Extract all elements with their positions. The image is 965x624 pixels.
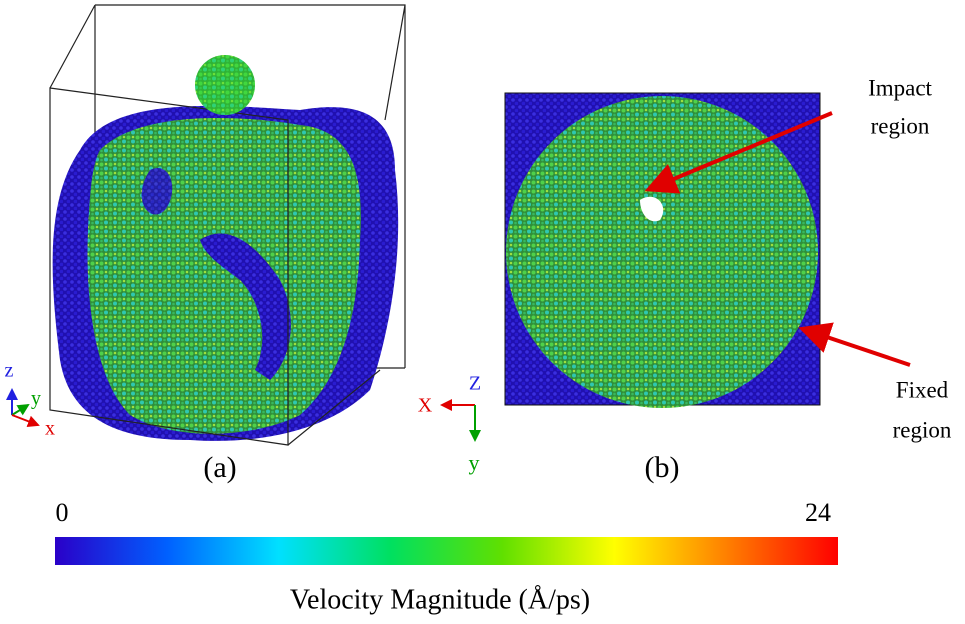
annotation: Impact xyxy=(868,75,932,100)
axis-label: y xyxy=(469,450,480,475)
axis-y xyxy=(11,403,30,416)
axis-label: X xyxy=(418,395,433,417)
blue-pore xyxy=(141,168,173,215)
arrow xyxy=(644,111,833,194)
panel-b: Impact region Fixed region Z X y (b) xyxy=(418,75,952,484)
pore xyxy=(640,196,664,222)
impact-region xyxy=(506,96,818,408)
annotation: region xyxy=(871,113,930,138)
projectile-shade xyxy=(195,55,255,115)
axis-label: y xyxy=(31,388,41,410)
annotation: region xyxy=(893,417,952,442)
colorbar-max: 24 xyxy=(805,498,831,527)
panel-label: (b) xyxy=(645,451,680,484)
blue-pore xyxy=(200,233,291,380)
axis-label: z xyxy=(5,360,14,382)
colorbar-min: 0 xyxy=(56,498,69,527)
axis-label: x xyxy=(45,418,55,440)
panel-label: (a) xyxy=(203,451,236,484)
colorbar: 0 24 Velocity Magnitude (Å/ps) xyxy=(55,498,838,615)
projectile xyxy=(195,55,255,115)
axis-x xyxy=(11,414,40,428)
annotation: Fixed xyxy=(896,377,949,402)
axis-label: Z xyxy=(469,373,481,395)
colorbar-label: Velocity Magnitude (Å/ps) xyxy=(290,584,590,615)
impact-particles xyxy=(87,117,361,434)
panel-a: z y x (a) xyxy=(5,4,406,484)
colorbar-gradient xyxy=(55,537,838,565)
arrow xyxy=(798,322,911,367)
box-edge xyxy=(287,369,381,446)
